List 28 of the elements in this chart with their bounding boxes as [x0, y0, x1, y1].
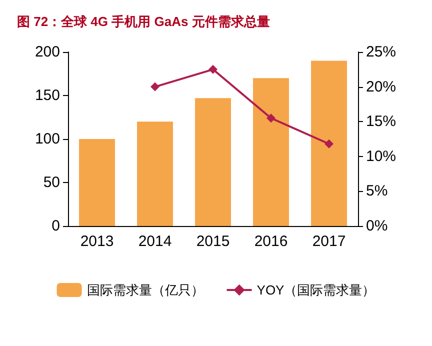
point [266, 114, 276, 123]
bar [311, 60, 347, 226]
x-tick-label: 2015 [196, 233, 230, 250]
chart-title: 图 72：全球 4G 手机用 GaAs 元件需求总量 [17, 14, 270, 29]
x-tick-label: 2013 [80, 233, 114, 250]
y-tick-label: 50 [43, 174, 60, 191]
bar [195, 98, 231, 226]
x-tick-label: 2017 [312, 233, 346, 250]
y2-tick-label: 15% [366, 113, 396, 130]
y-tick-label: 100 [34, 130, 60, 148]
x-tick-label: 2014 [138, 233, 172, 250]
point [208, 64, 218, 74]
y2-tick-label: 20% [366, 78, 396, 96]
bar [137, 122, 173, 226]
y2-tick-label: 25% [366, 44, 396, 60]
y2-tick-label: 0% [366, 218, 388, 234]
legend-label: 国际需求量（亿只） [86, 282, 204, 298]
y2-tick-label: 5% [366, 182, 388, 200]
y-tick-label: 150 [34, 87, 60, 104]
x-tick-label: 2016 [254, 233, 288, 250]
point [150, 82, 160, 92]
y-tick-label: 200 [34, 44, 60, 60]
bar [79, 139, 115, 226]
bar [253, 78, 289, 226]
legend-label: YOY（国际需求量） [256, 282, 376, 298]
y-tick-label: 0 [52, 218, 60, 234]
point [324, 139, 334, 148]
y2-tick-label: 10% [366, 148, 396, 165]
